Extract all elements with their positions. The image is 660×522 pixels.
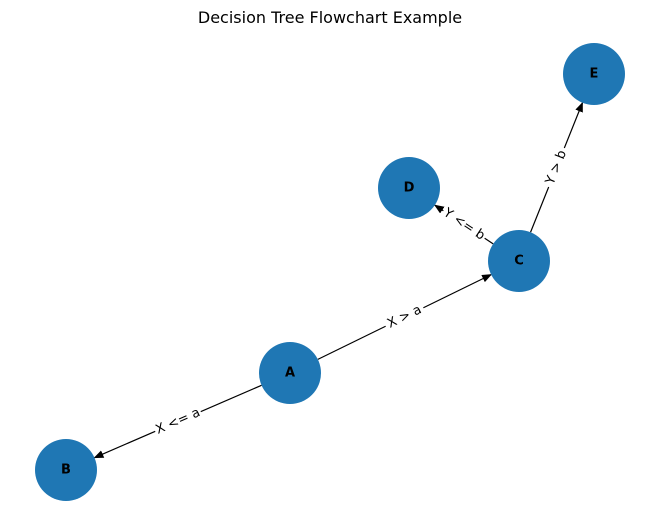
edge-label-text: Y <= b [440, 205, 488, 244]
edge-label-background [382, 300, 427, 334]
nodes-layer: A B C D E [35, 43, 625, 501]
edge-label-C-E: Y > b [541, 145, 572, 190]
edge-label-background [152, 404, 204, 439]
edge-labels-layer: X <= a X > a Y <= b Y > b [152, 145, 572, 439]
edge-label-C-D: Y <= b [438, 204, 490, 245]
node-A [259, 342, 321, 404]
node-C [488, 230, 550, 292]
node-E [563, 43, 625, 105]
node-label-C: C [514, 254, 524, 269]
edge-label-A-B: X <= a [152, 404, 204, 439]
edge-label-background [438, 204, 490, 245]
node-label-E: E [590, 67, 599, 82]
edge-label-text: X > a [385, 302, 424, 331]
edge-label-text: Y > b [543, 148, 570, 187]
node-label-B: B [61, 463, 71, 478]
node-B [35, 439, 97, 501]
diagram-title: Decision Tree Flowchart Example [197, 8, 463, 27]
node-label-A: A [285, 366, 295, 381]
edge-label-background [541, 145, 572, 190]
edge-label-text: X <= a [153, 405, 202, 437]
node-label-D: D [404, 181, 415, 196]
edge-label-A-C: X > a [382, 300, 427, 334]
node-D [378, 157, 440, 219]
